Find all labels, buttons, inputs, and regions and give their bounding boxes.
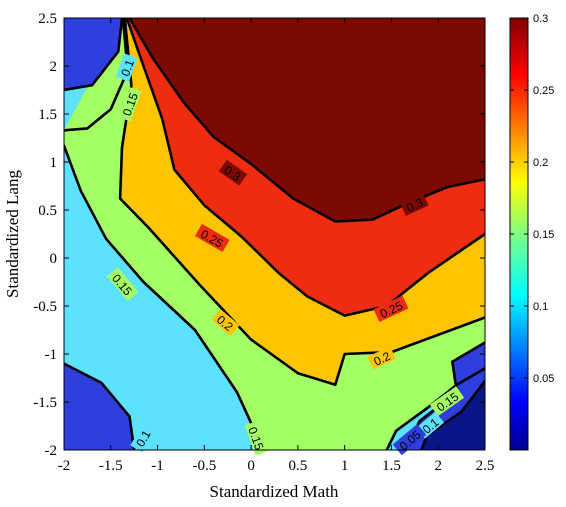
contour-label-bg — [400, 192, 429, 216]
colorbar-tick-label: 0.2 — [533, 157, 548, 169]
region-bottom-right-0.0 — [421, 380, 485, 450]
colorbar: 0.05 0.1 0.15 0.2 0.25 0.3 — [509, 13, 554, 451]
region-top-left-0.05 — [64, 18, 122, 90]
contour-label-bg — [117, 86, 142, 122]
region-level-0.3 — [129, 18, 485, 222]
plot-area: 0.30.30.250.250.20.20.150.150.150.150.10… — [63, 17, 486, 456]
y-tick-label: -1.5 — [33, 395, 57, 411]
contour-line-0.15-4 — [64, 144, 258, 450]
contour-label-bg — [194, 223, 230, 252]
y-tick-label: -1 — [45, 347, 58, 363]
colorbar-ticks: 0.05 0.1 0.15 0.2 0.25 0.3 — [510, 13, 554, 385]
contour-label-bg — [218, 159, 248, 186]
x-tick-label: -1.5 — [99, 458, 123, 474]
region-level-0.25 — [126, 18, 485, 316]
y-tick-label: -2 — [45, 443, 58, 459]
y-axis-title: Standardized Lang — [3, 170, 22, 298]
contour-label-bg — [244, 420, 269, 456]
colorbar-tick-label: 0.05 — [533, 373, 554, 385]
contour-label-bg — [373, 295, 409, 322]
x-tick-label: -1 — [151, 458, 164, 474]
x-axis-title: Standardized Math — [210, 482, 339, 501]
y-axis: -2 -1.5 -1 -0.5 0 0.5 1 1.5 2 2.5 — [33, 11, 485, 459]
x-tick-label: 0.5 — [289, 458, 308, 474]
contour-fills — [64, 18, 485, 450]
contour-line-0.15-3 — [64, 18, 129, 132]
x-tick-label: 2 — [434, 458, 442, 474]
contour-label-bg — [211, 309, 240, 336]
x-axis: -2 -1.5 -1 -0.5 0 0.5 1 1.5 2 2.5 — [58, 18, 495, 474]
x-tick-label: 0 — [247, 458, 255, 474]
y-tick-label: 0 — [50, 251, 58, 267]
x-tick-label: 2.5 — [476, 458, 495, 474]
y-tick-label: 2 — [50, 59, 58, 75]
contour-line-0.1-6 — [64, 18, 124, 92]
contour-label-0.2-2-1: 0.2 — [372, 349, 393, 369]
contour-label-bg — [115, 53, 138, 82]
x-tick-label: 1.5 — [382, 458, 401, 474]
y-tick-label: 0.5 — [38, 203, 57, 219]
y-tick-label: 1 — [50, 155, 58, 171]
contour-label-bg — [367, 346, 396, 370]
x-tick-label: -0.5 — [192, 458, 216, 474]
contour-label-bg — [107, 267, 139, 302]
contour-line-0.05-9 — [420, 379, 485, 450]
contour-label-bg — [130, 423, 155, 453]
contour-line-0.15-5 — [385, 367, 485, 450]
y-tick-label: 2.5 — [38, 11, 57, 27]
region-level-0.2 — [120, 18, 485, 385]
y-tick-label: 1.5 — [38, 107, 57, 123]
region-bottom-left-0.05 — [64, 363, 135, 450]
contour-label-0.3-0-1: 0.3 — [404, 195, 425, 215]
contour-line-0.2-2 — [118, 18, 485, 387]
y-tick-label: -0.5 — [33, 299, 57, 315]
colorbar-tick-label: 0.15 — [533, 229, 554, 241]
contour-line-0.1-7 — [64, 362, 136, 450]
contour-label-0.1-6-0: 0.1 — [118, 57, 137, 78]
contour-label-bg — [392, 423, 427, 456]
x-tick-label: -2 — [58, 458, 71, 474]
x-tick-label: 1 — [341, 458, 349, 474]
contour-label-bg — [429, 386, 465, 417]
colorbar-tick-label: 0.3 — [533, 13, 548, 25]
colorbar-tick-label: 0.1 — [533, 301, 548, 313]
colorbar-tick-label: 0.25 — [533, 85, 554, 97]
plot-frame — [63, 17, 486, 451]
